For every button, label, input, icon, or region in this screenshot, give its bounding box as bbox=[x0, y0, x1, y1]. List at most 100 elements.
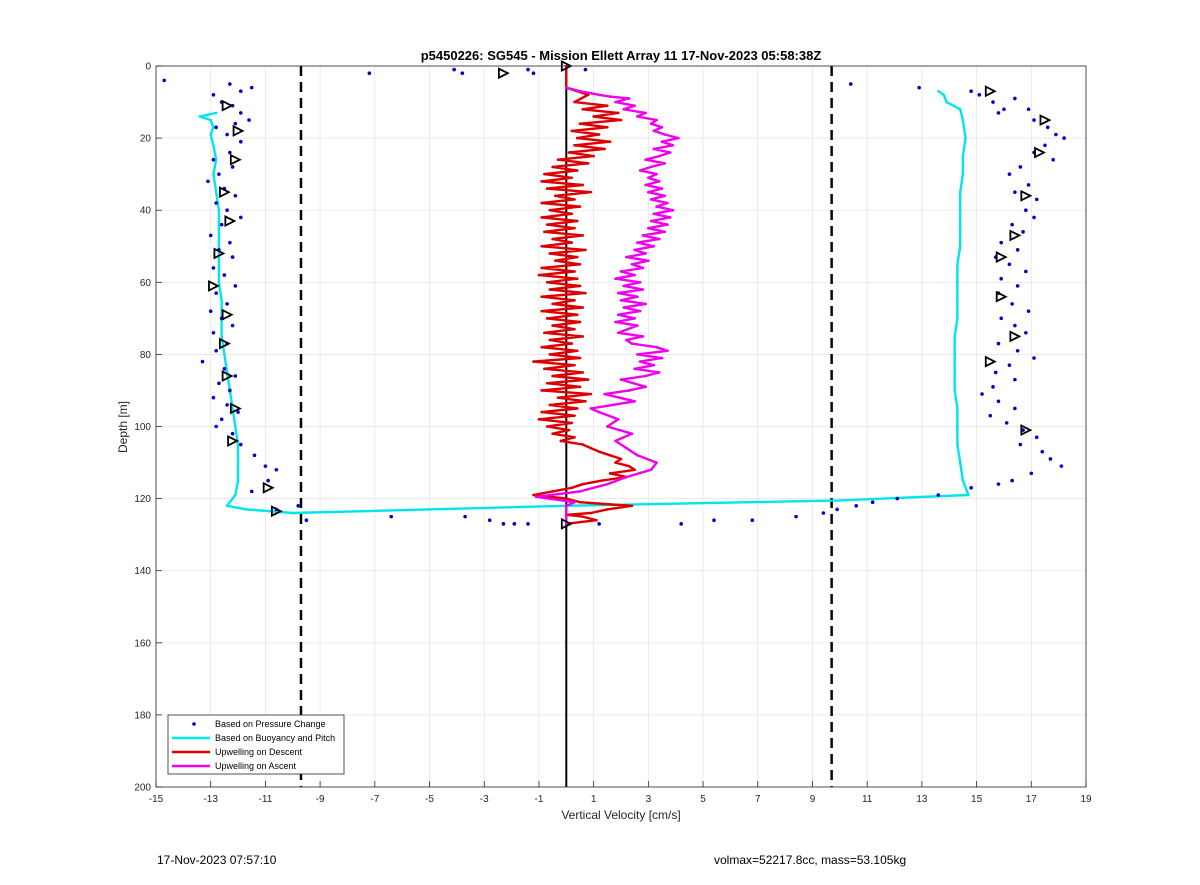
series-point bbox=[220, 299, 223, 302]
pressure-point bbox=[304, 518, 309, 523]
footer-date: 17-Nov-2023 07:57:10 bbox=[157, 853, 277, 867]
series-point bbox=[584, 399, 587, 403]
series-point bbox=[581, 515, 585, 518]
legend-label: Based on Buoyancy and Pitch bbox=[215, 733, 335, 743]
series-point bbox=[543, 172, 546, 176]
x-tick-label: -9 bbox=[316, 794, 325, 805]
triangle-marker bbox=[221, 308, 234, 321]
pressure-point bbox=[1054, 132, 1058, 137]
series-point bbox=[551, 302, 554, 306]
pressure-point bbox=[367, 71, 372, 76]
series-point bbox=[625, 475, 628, 479]
pressure-point bbox=[1010, 222, 1014, 227]
pressure-point bbox=[1034, 197, 1039, 202]
series-point bbox=[663, 194, 667, 198]
series-point bbox=[633, 367, 636, 371]
series-point bbox=[586, 378, 590, 381]
series-point bbox=[652, 363, 656, 367]
series-point bbox=[575, 313, 579, 317]
pressure-point bbox=[917, 85, 921, 90]
series-point bbox=[638, 169, 642, 172]
series-point bbox=[545, 425, 549, 428]
series-point bbox=[956, 425, 959, 428]
series-point bbox=[958, 107, 962, 111]
pressure-point bbox=[1051, 157, 1055, 162]
pressure-point bbox=[211, 395, 216, 400]
triangle-marker bbox=[984, 355, 997, 368]
series-point bbox=[671, 144, 675, 147]
pressure-point bbox=[1032, 215, 1036, 220]
series-point bbox=[630, 262, 634, 266]
series-point bbox=[603, 147, 606, 151]
series-point bbox=[578, 500, 582, 504]
series-point bbox=[548, 338, 552, 342]
pressure-point bbox=[999, 316, 1004, 321]
series-point bbox=[244, 508, 248, 511]
series-point bbox=[657, 154, 661, 158]
series-point bbox=[630, 432, 634, 436]
series-point bbox=[564, 75, 568, 79]
series-point bbox=[573, 226, 576, 230]
pressure-point bbox=[230, 255, 235, 259]
pressure-point bbox=[1007, 172, 1012, 176]
series-point bbox=[592, 115, 595, 118]
series-point bbox=[619, 118, 623, 122]
triangle-marker bbox=[224, 215, 237, 227]
series-point bbox=[212, 144, 215, 147]
series-point bbox=[967, 493, 970, 497]
triangle-marker bbox=[218, 337, 231, 350]
series-point bbox=[652, 244, 656, 248]
pressure-point bbox=[750, 518, 755, 523]
series-point bbox=[614, 461, 617, 464]
series-point bbox=[548, 288, 552, 291]
series-point bbox=[573, 363, 576, 367]
series-point bbox=[614, 277, 617, 280]
series-point bbox=[649, 198, 653, 201]
series-point bbox=[657, 180, 661, 183]
series-point bbox=[540, 309, 543, 313]
series-point bbox=[217, 244, 221, 248]
triangle-marker bbox=[995, 290, 1008, 303]
pressure-point bbox=[1015, 248, 1020, 252]
pressure-point bbox=[1013, 323, 1017, 328]
series-point bbox=[545, 223, 549, 226]
pressure-point bbox=[1034, 435, 1039, 440]
series-point bbox=[636, 454, 639, 457]
series-point bbox=[636, 353, 639, 356]
triangle-marker bbox=[1009, 330, 1022, 343]
y-tick-label: 20 bbox=[140, 134, 152, 145]
series-point bbox=[649, 468, 653, 472]
series-point bbox=[655, 461, 658, 464]
series-point bbox=[592, 154, 595, 158]
x-tick-label: 11 bbox=[862, 794, 873, 805]
series-point bbox=[543, 367, 546, 371]
footer-info: volmax=52217.8cc, mass=53.105kg bbox=[714, 853, 907, 867]
pressure-point bbox=[211, 330, 216, 335]
pressure-point bbox=[208, 233, 213, 238]
pressure-point bbox=[238, 89, 243, 94]
series-point bbox=[660, 187, 664, 190]
pressure-point bbox=[996, 482, 1001, 486]
pressure-point bbox=[1026, 183, 1031, 187]
pressure-point bbox=[999, 276, 1004, 281]
series-point bbox=[540, 180, 543, 183]
series-point bbox=[641, 335, 645, 338]
series-point bbox=[666, 201, 669, 205]
series-point bbox=[644, 302, 647, 306]
series-point bbox=[578, 356, 582, 360]
pressure-point bbox=[993, 370, 998, 375]
series-point bbox=[217, 281, 221, 284]
pressure-point bbox=[452, 67, 456, 72]
series-2 bbox=[532, 64, 636, 526]
series-point bbox=[581, 183, 585, 187]
series-point bbox=[545, 187, 549, 190]
series-point bbox=[647, 226, 650, 230]
pressure-point bbox=[222, 273, 227, 277]
x-tick-label: -1 bbox=[534, 794, 543, 805]
series-point bbox=[214, 190, 218, 194]
series-point bbox=[633, 248, 636, 252]
pressure-point bbox=[233, 284, 238, 288]
pressure-point bbox=[233, 193, 238, 198]
series-point bbox=[663, 230, 667, 234]
series-point bbox=[532, 493, 535, 497]
